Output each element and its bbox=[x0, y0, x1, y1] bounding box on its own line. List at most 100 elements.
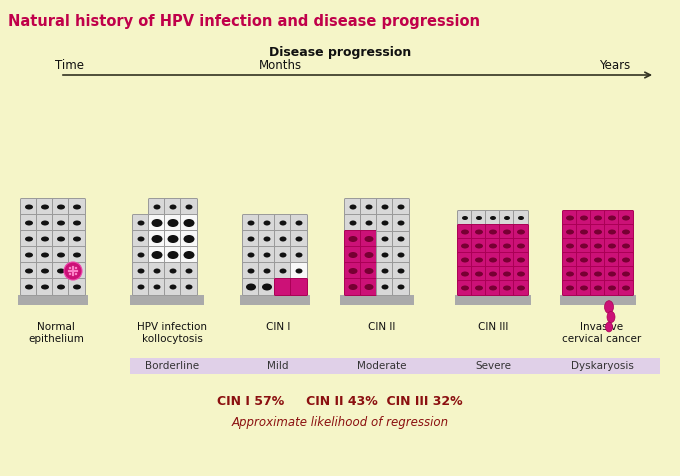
Ellipse shape bbox=[566, 229, 574, 235]
Ellipse shape bbox=[489, 229, 497, 235]
Ellipse shape bbox=[461, 271, 469, 277]
FancyBboxPatch shape bbox=[52, 262, 69, 279]
Ellipse shape bbox=[296, 252, 303, 258]
FancyBboxPatch shape bbox=[290, 247, 307, 264]
Ellipse shape bbox=[594, 229, 602, 235]
Ellipse shape bbox=[608, 216, 616, 220]
Ellipse shape bbox=[264, 220, 271, 226]
FancyBboxPatch shape bbox=[133, 278, 150, 296]
FancyBboxPatch shape bbox=[486, 225, 500, 239]
FancyBboxPatch shape bbox=[258, 215, 275, 231]
Ellipse shape bbox=[279, 237, 286, 241]
FancyBboxPatch shape bbox=[377, 262, 394, 279]
Ellipse shape bbox=[296, 237, 303, 241]
Ellipse shape bbox=[398, 237, 405, 241]
FancyBboxPatch shape bbox=[69, 247, 86, 264]
Ellipse shape bbox=[57, 285, 65, 289]
FancyBboxPatch shape bbox=[590, 280, 605, 296]
FancyBboxPatch shape bbox=[392, 230, 409, 248]
FancyBboxPatch shape bbox=[243, 262, 260, 279]
FancyBboxPatch shape bbox=[20, 247, 37, 264]
FancyBboxPatch shape bbox=[392, 215, 409, 231]
Circle shape bbox=[72, 274, 74, 276]
Ellipse shape bbox=[25, 220, 33, 226]
FancyBboxPatch shape bbox=[513, 280, 528, 296]
Ellipse shape bbox=[605, 301, 613, 313]
Ellipse shape bbox=[608, 271, 616, 277]
FancyBboxPatch shape bbox=[562, 225, 577, 239]
Text: Approximate likelihood of regression: Approximate likelihood of regression bbox=[231, 416, 449, 429]
Ellipse shape bbox=[364, 284, 373, 290]
FancyBboxPatch shape bbox=[37, 278, 54, 296]
Bar bbox=[240, 295, 310, 305]
FancyBboxPatch shape bbox=[148, 198, 165, 216]
Ellipse shape bbox=[154, 268, 160, 274]
FancyBboxPatch shape bbox=[377, 230, 394, 248]
Ellipse shape bbox=[57, 237, 65, 241]
FancyBboxPatch shape bbox=[500, 252, 515, 268]
FancyBboxPatch shape bbox=[486, 252, 500, 268]
FancyBboxPatch shape bbox=[148, 215, 165, 231]
Ellipse shape bbox=[248, 237, 254, 241]
FancyBboxPatch shape bbox=[590, 210, 605, 226]
Text: Severe: Severe bbox=[475, 361, 511, 371]
Text: Normal
epithelium: Normal epithelium bbox=[28, 322, 84, 344]
Ellipse shape bbox=[622, 271, 630, 277]
Text: Moderate: Moderate bbox=[357, 361, 407, 371]
FancyBboxPatch shape bbox=[148, 262, 165, 279]
Ellipse shape bbox=[594, 286, 602, 290]
FancyBboxPatch shape bbox=[513, 225, 528, 239]
Ellipse shape bbox=[248, 252, 254, 258]
Ellipse shape bbox=[566, 216, 574, 220]
Ellipse shape bbox=[489, 286, 497, 290]
Ellipse shape bbox=[503, 258, 511, 262]
Ellipse shape bbox=[566, 244, 574, 248]
Bar bbox=[560, 295, 636, 305]
FancyBboxPatch shape bbox=[458, 238, 473, 254]
Ellipse shape bbox=[517, 229, 525, 235]
FancyBboxPatch shape bbox=[562, 252, 577, 268]
FancyBboxPatch shape bbox=[458, 267, 473, 281]
FancyBboxPatch shape bbox=[377, 198, 394, 216]
FancyBboxPatch shape bbox=[590, 267, 605, 281]
Ellipse shape bbox=[475, 244, 483, 248]
Ellipse shape bbox=[381, 252, 388, 258]
FancyBboxPatch shape bbox=[69, 262, 86, 279]
Ellipse shape bbox=[169, 285, 177, 289]
FancyBboxPatch shape bbox=[513, 210, 528, 226]
Ellipse shape bbox=[364, 268, 373, 274]
FancyBboxPatch shape bbox=[165, 230, 182, 248]
Ellipse shape bbox=[184, 251, 194, 259]
Ellipse shape bbox=[25, 268, 33, 274]
FancyBboxPatch shape bbox=[243, 215, 260, 231]
FancyBboxPatch shape bbox=[37, 262, 54, 279]
Ellipse shape bbox=[622, 258, 630, 262]
Ellipse shape bbox=[517, 271, 525, 277]
Ellipse shape bbox=[381, 205, 388, 209]
FancyBboxPatch shape bbox=[243, 230, 260, 248]
Ellipse shape bbox=[57, 252, 65, 258]
Ellipse shape bbox=[137, 252, 144, 258]
Ellipse shape bbox=[398, 285, 405, 289]
Ellipse shape bbox=[622, 286, 630, 290]
FancyBboxPatch shape bbox=[500, 267, 515, 281]
FancyBboxPatch shape bbox=[133, 262, 150, 279]
FancyBboxPatch shape bbox=[500, 210, 515, 226]
Ellipse shape bbox=[580, 286, 588, 290]
Ellipse shape bbox=[566, 258, 574, 262]
Ellipse shape bbox=[608, 244, 616, 248]
FancyBboxPatch shape bbox=[37, 215, 54, 231]
FancyBboxPatch shape bbox=[345, 247, 362, 264]
Ellipse shape bbox=[503, 229, 511, 235]
Ellipse shape bbox=[152, 235, 163, 243]
FancyBboxPatch shape bbox=[275, 278, 292, 296]
Ellipse shape bbox=[622, 244, 630, 248]
FancyBboxPatch shape bbox=[345, 262, 362, 279]
Circle shape bbox=[68, 270, 70, 272]
Ellipse shape bbox=[73, 268, 81, 274]
FancyBboxPatch shape bbox=[275, 247, 292, 264]
FancyBboxPatch shape bbox=[458, 252, 473, 268]
Ellipse shape bbox=[41, 220, 49, 226]
Ellipse shape bbox=[366, 220, 373, 226]
Ellipse shape bbox=[503, 271, 511, 277]
